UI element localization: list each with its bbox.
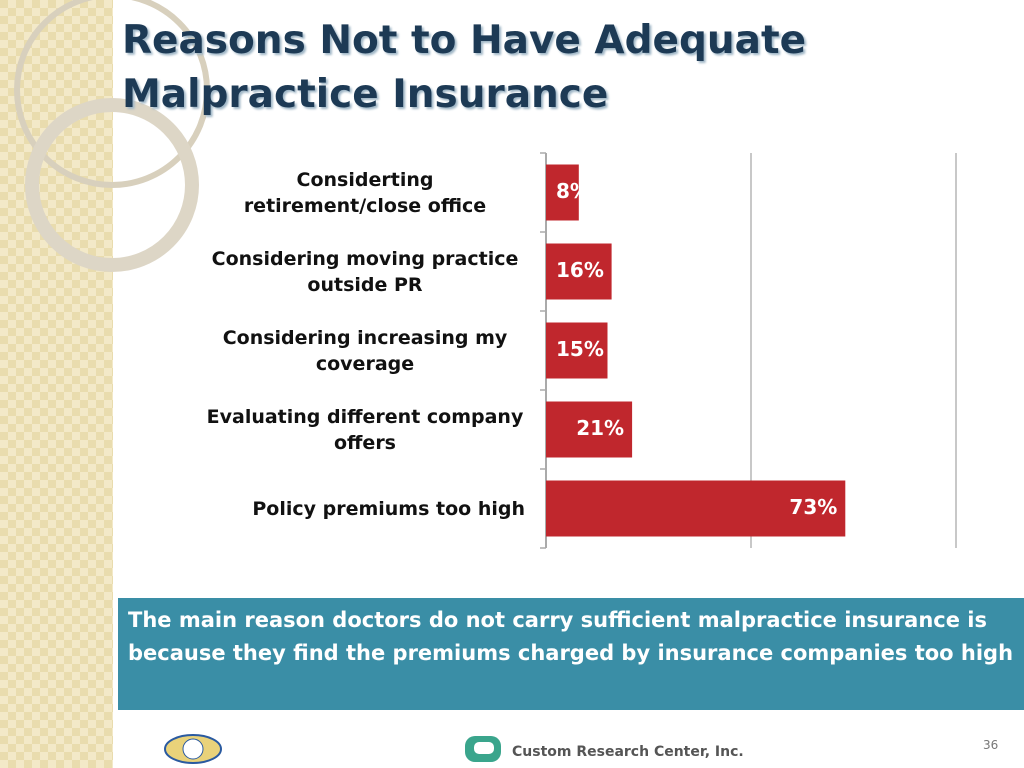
decor-circle	[14, 0, 210, 188]
bar	[546, 322, 608, 379]
side-pattern	[0, 0, 113, 768]
category-label: Evaluating different company offers	[206, 405, 524, 454]
logo-left	[164, 734, 222, 764]
value-label: 21%	[576, 416, 624, 440]
value-label: 8%	[556, 179, 590, 203]
category-label: Policy premiums too high	[252, 497, 525, 520]
bar	[546, 401, 633, 458]
category-label-box: Considerting retirement/close office	[150, 158, 525, 228]
page-number: 36	[983, 738, 999, 752]
value-label: 15%	[556, 337, 604, 361]
value-label: 73%	[789, 495, 837, 519]
bar	[546, 480, 846, 537]
category-label-box: Policy premiums too high	[150, 474, 525, 544]
slide-title: Reasons Not to Have Adequate Malpractice…	[122, 18, 807, 117]
bar	[546, 243, 612, 300]
category-label: Considering moving practice outside PR	[211, 247, 519, 296]
decor-circle	[25, 98, 199, 272]
annotation: The main reason doctors do not carry suf…	[118, 598, 1024, 710]
category-label-box: Evaluating different company offers	[150, 395, 525, 465]
bar	[546, 164, 579, 221]
chart: 8% 16% 15% 21% 73%	[540, 152, 957, 549]
logo-crc	[465, 736, 501, 762]
category-label: Considerting retirement/close office	[243, 168, 487, 217]
category-label-box: Considering increasing my coverage	[150, 316, 525, 386]
category-label: Considering increasing my coverage	[222, 326, 508, 375]
company-name: Custom Research Center, Inc.	[512, 744, 744, 760]
category-label-box: Considering moving practice outside PR	[150, 237, 525, 307]
value-label: 16%	[556, 258, 604, 282]
